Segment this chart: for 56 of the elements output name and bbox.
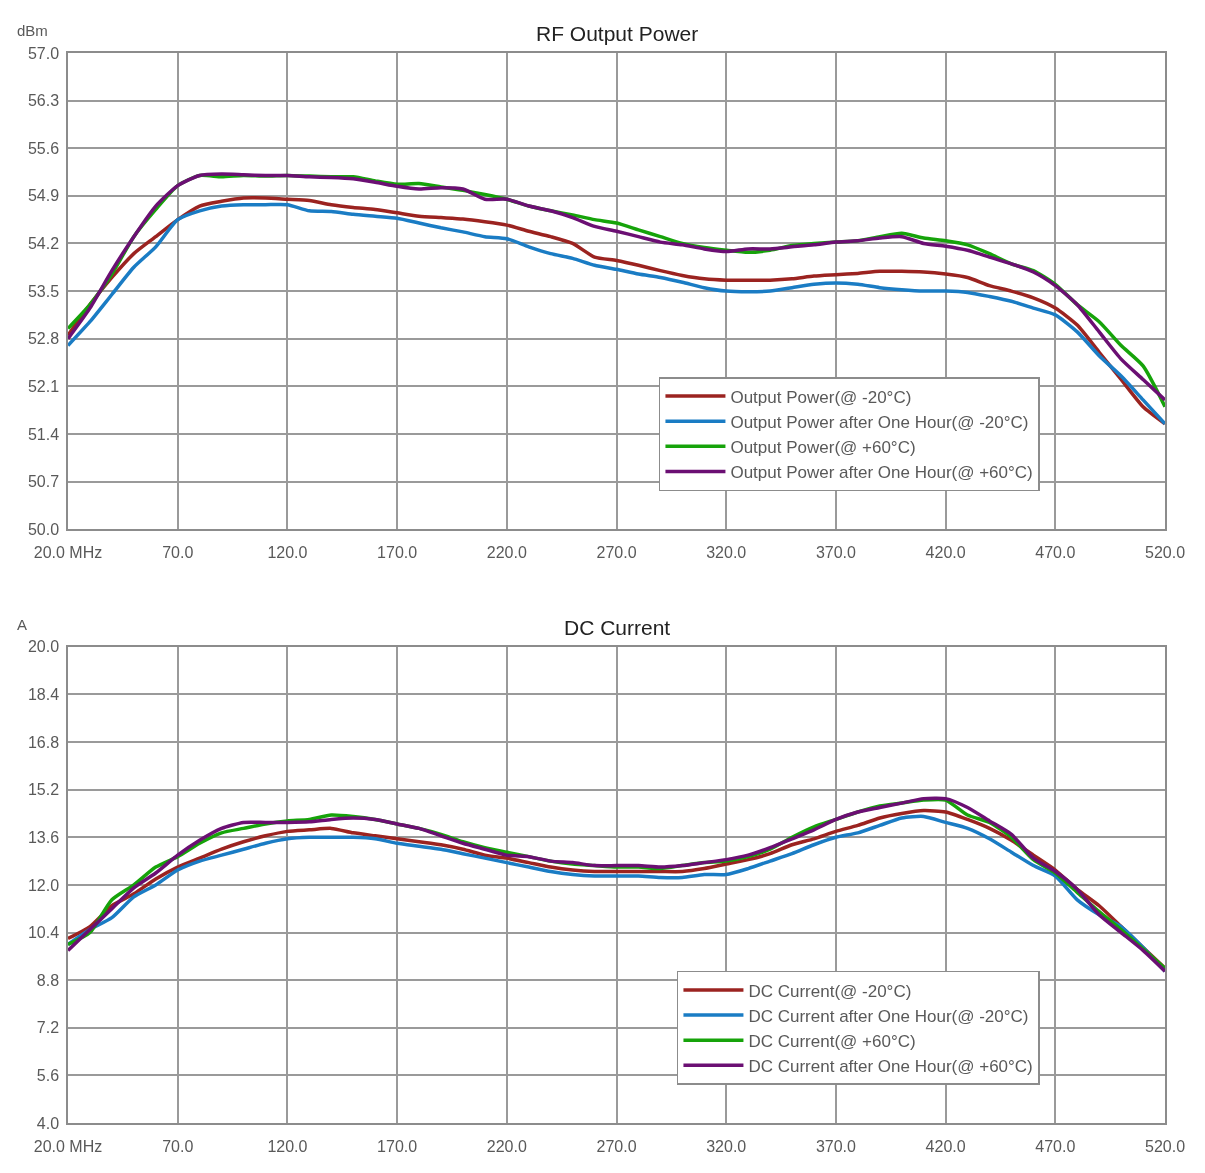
y-tick-label: 52.8 [27, 330, 60, 348]
chart-title: RF Output Power [536, 22, 699, 45]
y-tick-label: 53.5 [27, 282, 60, 300]
legend-label: Output Power after One Hour(@ +60°C) [730, 463, 1033, 483]
y-tick-label: 52.1 [27, 377, 60, 395]
y-tick-label: 8.8 [36, 971, 60, 989]
y-tick-label: 18.4 [27, 686, 60, 704]
x-tick-label: 420.0 [925, 1137, 966, 1155]
y-tick-label: 57.0 [27, 44, 60, 62]
x-tick-label: 220.0 [486, 1137, 527, 1155]
y-tick-label: 5.6 [36, 1066, 60, 1084]
x-tick-label: 170.0 [377, 544, 418, 562]
x-tick-label: 70.0 [162, 1137, 194, 1155]
legend-label: DC Current(@ +60°C) [748, 1031, 916, 1051]
y-tick-label: 15.2 [27, 781, 60, 799]
x-tick-label: 20.0 MHz [33, 1137, 103, 1155]
x-tick-label: 470.0 [1035, 1137, 1076, 1155]
x-tick-label: 120.0 [267, 544, 308, 562]
x-tick-label: 520.0 [1144, 1137, 1186, 1155]
y-tick-label: 20.0 [27, 638, 60, 656]
y-tick-label: 13.6 [27, 828, 60, 846]
y-tick-label: 54.2 [27, 235, 60, 253]
y-tick-label: 12.0 [27, 876, 60, 894]
y-axis-title: dBm [17, 22, 48, 39]
legend-label: Output Power after One Hour(@ -20°C) [730, 412, 1029, 432]
x-tick-label: 520.0 [1144, 544, 1186, 562]
legend-label: DC Current(@ -20°C) [748, 981, 912, 1001]
x-tick-label: 420.0 [925, 544, 966, 562]
chart-title: DC Current [564, 616, 671, 639]
y-axis-title: A [17, 616, 28, 633]
x-tick-label: 220.0 [486, 544, 527, 562]
x-tick-label: 370.0 [815, 544, 857, 562]
y-tick-label: 10.4 [27, 924, 60, 942]
y-tick-label: 56.3 [27, 92, 60, 110]
x-tick-label: 70.0 [162, 544, 194, 562]
legend-label: Output Power(@ -20°C) [730, 387, 912, 407]
y-tick-label: 4.0 [36, 1114, 60, 1132]
y-tick-label: 51.4 [27, 425, 60, 443]
x-tick-label: 470.0 [1035, 544, 1076, 562]
legend-label: DC Current after One Hour(@ +60°C) [748, 1056, 1033, 1076]
y-tick-label: 54.9 [27, 187, 60, 205]
x-tick-label: 270.0 [596, 1137, 637, 1155]
legend-label: Output Power(@ +60°C) [730, 437, 916, 457]
x-tick-label: 120.0 [267, 1137, 308, 1155]
y-tick-label: 7.2 [36, 1019, 60, 1037]
y-tick-label: 50.0 [27, 520, 60, 538]
legend-label: DC Current after One Hour(@ -20°C) [748, 1006, 1029, 1026]
x-tick-label: 320.0 [706, 544, 747, 562]
x-tick-label: 170.0 [377, 1137, 418, 1155]
y-tick-label: 16.8 [27, 733, 60, 751]
x-tick-label: 370.0 [815, 1137, 857, 1155]
x-tick-label: 20.0 MHz [33, 544, 103, 562]
x-tick-label: 270.0 [596, 544, 637, 562]
y-tick-label: 55.6 [27, 139, 60, 157]
x-tick-label: 320.0 [706, 1137, 747, 1155]
y-tick-label: 50.7 [27, 473, 60, 491]
